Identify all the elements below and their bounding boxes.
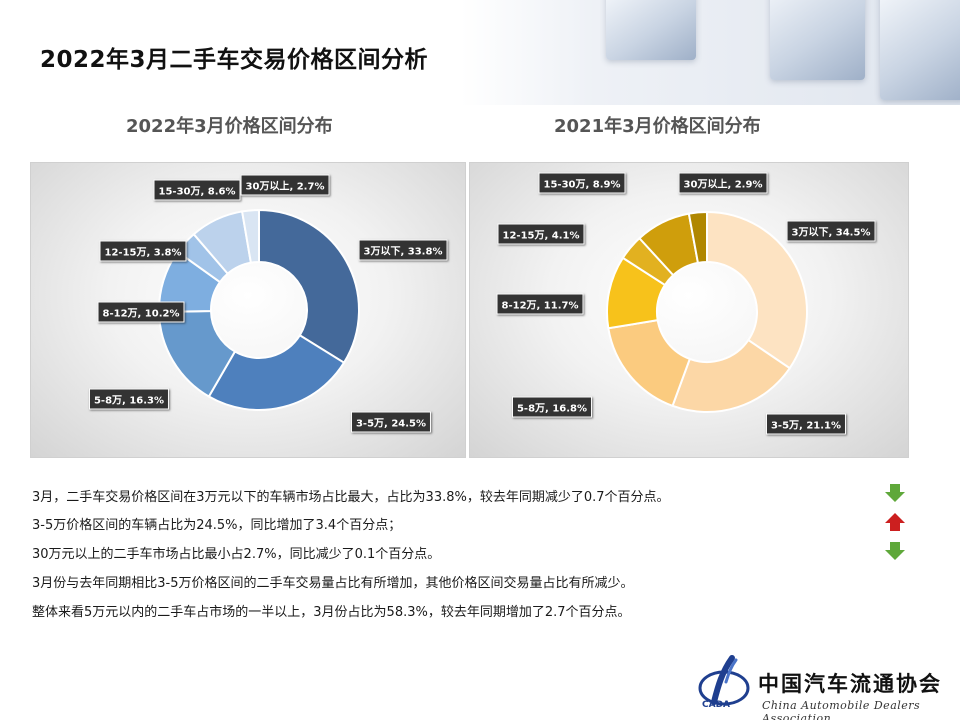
donut-chart-2022: 3万以下, 33.8% 3-5万, 24.5% 5-8万, 16.3% 8-12万, … [30, 162, 466, 458]
donut-slice [607, 318, 692, 408]
data-label: 5-8万, 16.3% [88, 388, 170, 410]
donut-slice [258, 208, 360, 365]
data-label: 3万以下, 33.8% [358, 239, 448, 261]
data-label: 8-12万, 10.2% [97, 301, 185, 323]
up-arrow-icon [885, 513, 905, 531]
note-line: 3月，二手车交易价格区间在3万元以下的车辆市场占比最大，占比为33.8%，较去年… [32, 490, 670, 505]
chart-title-2022: 2022年3月价格区间分布 [126, 116, 333, 137]
data-label: 3-5万, 21.1% [765, 413, 847, 435]
down-arrow-icon [885, 484, 905, 502]
page-title: 2022年3月二手车交易价格区间分析 [40, 47, 429, 73]
data-label: 12-15万, 3.8% [99, 240, 187, 262]
decorative-cube-image [606, 0, 696, 60]
note-line: 3-5万价格区间的车辆占比为24.5%，同比增加了3.4个百分点； [32, 518, 402, 533]
data-label: 12-15万, 4.1% [497, 223, 585, 245]
donut-slice [240, 208, 260, 264]
donut-chart-2022-svg [158, 208, 360, 411]
analysis-notes: 3月，二手车交易价格区间在3万元以下的车辆市场占比最大，占比为33.8%，较去年… [26, 478, 926, 628]
donut-slice [706, 210, 808, 370]
logo-mark-text: CADA [702, 700, 731, 710]
donut-chart-2021-svg [606, 210, 808, 413]
donut-chart-2021: 3万以下, 34.5% 3-5万, 21.1% 5-8万, 16.8% 8-12万, … [469, 162, 909, 458]
donut-slice [687, 210, 708, 264]
data-label: 8-12万, 11.7% [496, 293, 584, 315]
data-label: 30万以上, 2.9% [678, 172, 768, 194]
logo-org-name: 中国汽车流通协会 [758, 671, 942, 696]
note-line: 30万元以上的二手车市场占比最小占2.7%，同比减少了0.1个百分点。 [32, 547, 441, 562]
down-arrow-icon [885, 542, 905, 560]
header-banner [0, 0, 960, 105]
decorative-cube-image [880, 0, 960, 100]
donut-slice [207, 333, 346, 411]
data-label: 5-8万, 16.8% [511, 396, 593, 418]
decorative-cube-image [770, 0, 865, 80]
data-label: 3-5万, 24.5% [350, 411, 432, 433]
data-label: 15-30万, 8.9% [538, 172, 626, 194]
data-label: 30万以上, 2.7% [240, 174, 330, 196]
note-line: 3月份与去年同期相比3-5万价格区间的二手车交易量占比有所增加，其他价格区间交易… [32, 576, 634, 591]
note-line: 整体来看5万元以内的二手车占市场的一半以上，3月份占比为58.3%，较去年同期增… [32, 605, 631, 620]
association-logo: CADA 中国汽车流通协会 China Automobile Dealers A… [696, 650, 960, 720]
chart-title-2021: 2021年3月价格区间分布 [554, 116, 761, 137]
cada-logo-icon [698, 655, 750, 706]
data-label: 15-30万, 8.6% [153, 179, 241, 201]
logo-org-name-english: China Automobile Dealers Association [762, 699, 921, 720]
data-label: 3万以下, 34.5% [786, 220, 876, 242]
